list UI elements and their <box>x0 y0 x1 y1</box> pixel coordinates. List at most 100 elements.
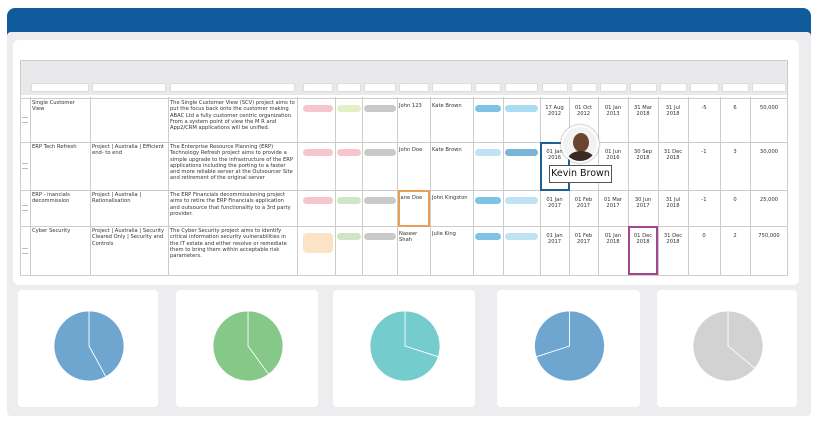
header-placeholder <box>752 83 786 92</box>
pie-chart <box>212 310 284 382</box>
table-cell: 6 <box>733 105 737 111</box>
header-placeholder <box>600 83 627 92</box>
status-pill <box>505 233 538 240</box>
row-divider <box>21 98 787 99</box>
header-placeholder <box>542 83 568 92</box>
drag-handle <box>22 247 28 254</box>
table-cell: Project | Australia | Security Cleared O… <box>92 228 165 247</box>
column-divider <box>90 97 91 275</box>
table-cell: 30,000 <box>759 149 779 155</box>
pie-slice <box>212 310 270 382</box>
header-placeholder <box>722 83 749 92</box>
status-pill <box>337 233 361 240</box>
table-cell: 01 Jun 2016 <box>604 149 622 162</box>
table-cell: -1 <box>701 149 707 155</box>
column-divider <box>168 97 169 275</box>
table-cell: John 123 <box>399 103 422 109</box>
table-cell: 01 Feb 2017 <box>574 233 593 246</box>
table-cell: 01 Jan 2017 <box>546 233 563 246</box>
table-cell: 2 <box>733 233 737 239</box>
drag-handle <box>22 205 28 211</box>
column-divider <box>473 97 474 275</box>
status-pill <box>505 105 538 112</box>
table-cell: 01 Oct 2012 <box>574 105 593 118</box>
table-cell: 750,000 <box>758 233 780 239</box>
column-divider <box>362 97 363 275</box>
table-cell: Cyber Security <box>32 228 71 234</box>
table-cell: 01 Feb 2017 <box>574 197 593 210</box>
column-divider <box>688 97 689 275</box>
header-bar <box>7 8 811 36</box>
cell-highlight <box>398 190 430 227</box>
table <box>20 60 788 276</box>
pie-card <box>333 290 475 407</box>
header-placeholder <box>571 83 597 92</box>
column-divider <box>503 97 504 275</box>
header-placeholder <box>432 83 472 92</box>
pie-chart <box>534 310 605 382</box>
pie-slice <box>88 310 125 378</box>
table-cell: 01 Mar 2017 <box>603 197 623 210</box>
table-cell: -1 <box>701 197 707 203</box>
table-cell: 3 <box>733 149 737 155</box>
table-cell: The Enterprise Resource Planning (ERP) T… <box>170 144 293 182</box>
table-cell: John Kingston <box>432 195 468 201</box>
column-divider <box>30 97 31 275</box>
avatar <box>561 125 599 163</box>
column-divider <box>658 97 659 275</box>
pie-chart <box>53 310 125 382</box>
header-placeholder <box>630 83 657 92</box>
table-cell: 01 Jan 2013 <box>604 105 622 118</box>
table-cell: ERP - inancials decommission <box>32 192 70 205</box>
status-pill <box>475 197 501 204</box>
status-pill <box>475 233 501 240</box>
header-placeholder <box>505 83 538 92</box>
drag-handle <box>22 163 28 169</box>
status-pill <box>364 105 396 112</box>
table-cell: Project | Australia | Efficient end- to … <box>92 144 164 157</box>
status-pill <box>303 149 333 156</box>
drag-handle <box>22 117 28 123</box>
status-pill <box>364 197 396 204</box>
table-cell: 30 Jun 2017 <box>634 197 652 210</box>
avatar-face <box>573 133 589 152</box>
table-cell: 0 <box>702 233 706 239</box>
column-divider <box>430 97 431 275</box>
table-cell: Kate Brown <box>432 103 462 109</box>
table-cell: Jane Doe <box>399 195 423 201</box>
status-pill <box>475 105 501 112</box>
header-placeholder <box>303 83 333 92</box>
status-pill <box>505 149 538 156</box>
status-pill <box>475 149 501 156</box>
table-cell: ERP Tech Refresh <box>32 144 77 150</box>
pie-slice <box>692 310 756 382</box>
header-placeholder <box>337 83 361 92</box>
table-cell: 50,000 <box>759 105 779 111</box>
pie-slice <box>53 310 107 382</box>
column-divider <box>335 97 336 275</box>
row-divider <box>21 275 787 276</box>
header-placeholder <box>92 83 166 92</box>
table-cell: Kate Brown <box>432 147 462 153</box>
avatar-body <box>568 151 594 161</box>
pie-slice <box>247 310 284 375</box>
pie-chart <box>369 310 441 382</box>
tooltip: Kevin Brown <box>549 165 612 183</box>
table-cell: Single Customer View <box>32 100 75 113</box>
pie-card <box>497 290 640 407</box>
table-cell: Project | Australia | Rationalisation <box>92 192 142 205</box>
header-placeholder <box>690 83 719 92</box>
header-placeholder <box>475 83 501 92</box>
pie-slice <box>534 310 570 358</box>
pie-slice <box>369 310 439 382</box>
table-cell: 31 Dec 2018 <box>663 149 683 162</box>
pie-slice <box>404 310 441 358</box>
table-cell: 17 Aug 2012 <box>545 105 564 118</box>
column-divider <box>628 97 629 275</box>
table-cell: 30 Sep 2018 <box>633 149 653 162</box>
table-cell: 01 Dec 2018 <box>633 233 653 246</box>
table-cell: 31 Jul 2018 <box>665 105 681 118</box>
status-pill <box>303 105 333 112</box>
column-divider <box>720 97 721 275</box>
header-placeholder <box>364 83 396 92</box>
